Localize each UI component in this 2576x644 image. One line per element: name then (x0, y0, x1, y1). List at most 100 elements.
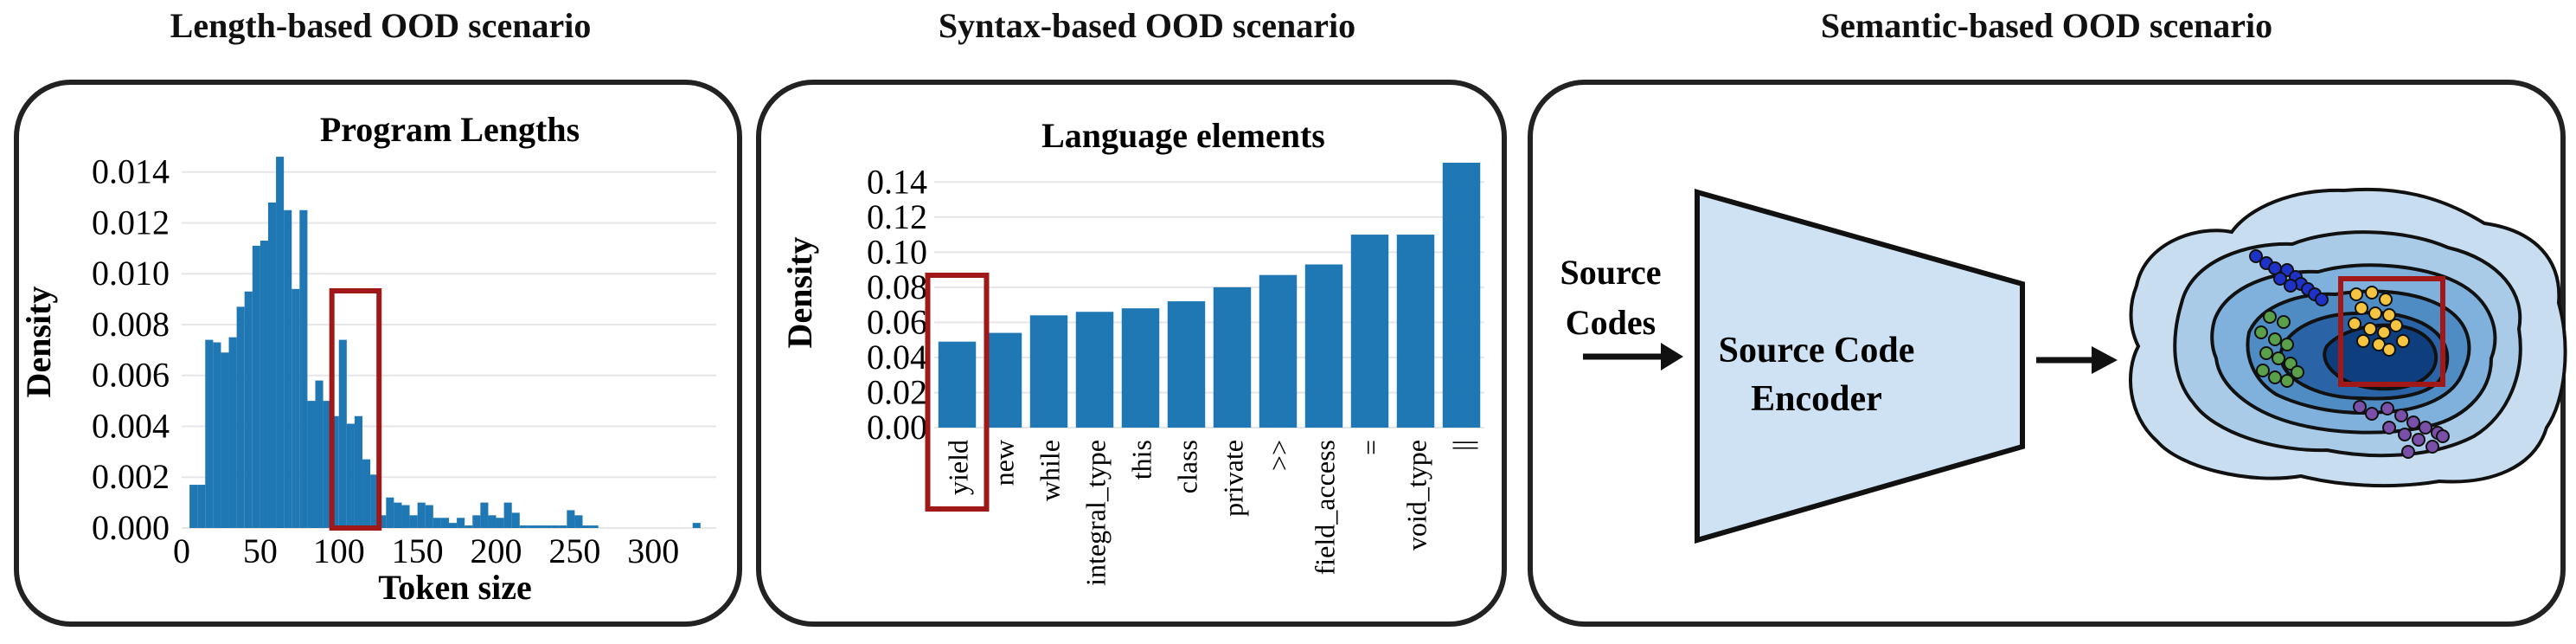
green-point (2268, 332, 2282, 346)
category-bar (1167, 301, 1206, 428)
histogram-bar (535, 525, 544, 528)
histogram-bar (567, 510, 575, 528)
histogram-bar (228, 337, 237, 528)
category-label: field_access (1310, 440, 1341, 575)
histogram-bar (519, 525, 528, 528)
histogram-bar (267, 202, 277, 528)
category-bar (1029, 315, 1068, 428)
yellow-point (2363, 322, 2377, 336)
green-point (2277, 315, 2291, 329)
token-size-xlabel: Token size (378, 568, 531, 607)
x-tick-label: 100 (313, 531, 365, 570)
histogram-bar (457, 518, 465, 528)
category-bar (1350, 235, 1389, 428)
y-tick-label: 0.010 (92, 254, 170, 293)
yellow-point (2349, 287, 2363, 301)
length-ood-highlight-box (329, 288, 382, 531)
histogram-bar (590, 525, 599, 528)
x-tick-label: 0 (173, 531, 190, 570)
histogram-bar (488, 515, 497, 528)
encoder-label-line1: Source Code (1719, 331, 1915, 370)
histogram-bar (559, 525, 567, 528)
blue-point (2315, 293, 2329, 306)
green-point (2263, 310, 2277, 324)
length-panel-title: Length-based OOD scenario (170, 6, 592, 45)
histogram-bar (189, 485, 198, 528)
blue-point (2284, 279, 2297, 293)
histogram-bar (307, 401, 316, 528)
histogram-bar (692, 523, 701, 528)
y-tick-label: 0.06 (867, 302, 927, 341)
output-arrow (2036, 346, 2118, 374)
embedding-points (2249, 249, 2450, 459)
purple-point (2436, 429, 2450, 443)
green-point (2256, 364, 2270, 377)
yellow-point (2368, 306, 2382, 320)
histogram-bar (409, 515, 418, 528)
histogram-bar (425, 505, 433, 528)
y-tick-label: 0.002 (92, 457, 170, 496)
x-tick-label: 50 (243, 531, 278, 570)
histogram-bar (221, 352, 229, 528)
histogram-bar (574, 515, 583, 528)
yellow-point (2389, 319, 2403, 332)
purple-point (2353, 400, 2367, 414)
green-point (2259, 346, 2273, 360)
program-lengths-title: Program Lengths (320, 110, 580, 149)
histogram-bar (394, 502, 402, 528)
category-label: class (1172, 440, 1203, 493)
category-bar (1259, 274, 1298, 428)
yellow-point (2377, 325, 2391, 339)
histogram-bar (213, 342, 221, 528)
source-code-encoder-block (1695, 189, 2025, 544)
histogram-bar (260, 241, 268, 528)
histogram-bar (386, 497, 394, 528)
y-tick-label: 0.14 (867, 162, 927, 201)
green-point (2280, 338, 2294, 351)
green-point (2291, 365, 2304, 379)
syntax-ood-highlight-box (925, 273, 990, 512)
category-label: new (989, 440, 1020, 486)
histogram-bar (472, 515, 481, 528)
category-bar (1075, 312, 1114, 428)
histogram-bar (323, 401, 331, 528)
y-tick-label: 0.12 (867, 197, 927, 236)
language-elements-title: Language elements (1041, 116, 1325, 155)
semantic-panel-title: Semantic-based OOD scenario (1820, 6, 2273, 45)
yellow-point (2365, 286, 2379, 299)
histogram-bar (582, 525, 591, 528)
category-bar (1442, 162, 1481, 428)
histogram-bar (299, 209, 308, 529)
histogram-bar (480, 502, 489, 528)
x-tick-label: 250 (548, 531, 600, 570)
input-arrow (1583, 343, 1683, 370)
histogram-bar (378, 515, 387, 528)
histogram-bar (503, 502, 512, 528)
category-label: yield (943, 440, 974, 495)
x-tick-label: 150 (392, 531, 444, 570)
category-label: = (1355, 440, 1387, 455)
y-tick-label: 0.00 (867, 408, 927, 447)
histogram-bar (433, 518, 441, 528)
semantic-ood-highlight-box (2338, 276, 2445, 387)
histogram-bar (346, 423, 355, 528)
histogram-bar (551, 525, 560, 528)
histogram-bar (338, 339, 347, 528)
y-tick-label: 0.02 (867, 372, 927, 411)
purple-point (2419, 421, 2432, 435)
green-point (2280, 374, 2294, 388)
green-point (2272, 351, 2285, 365)
y-tick-label: 0.008 (92, 305, 170, 344)
length-panel (14, 80, 742, 627)
yellow-point (2379, 293, 2393, 306)
category-label: || (1447, 440, 1478, 451)
histogram-bar (197, 485, 206, 528)
x-tick-label: 200 (471, 531, 522, 570)
histogram-bar (284, 209, 292, 529)
histogram-bar (354, 415, 363, 528)
category-bar (984, 332, 1022, 428)
density-ylabel-1: Density (19, 287, 58, 398)
